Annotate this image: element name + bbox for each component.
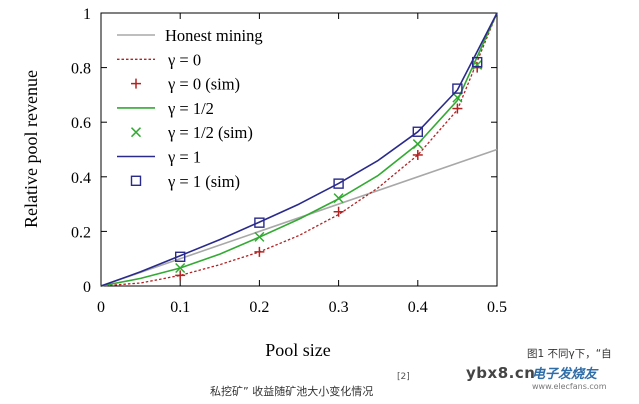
x-tick-label: 0.3: [329, 299, 349, 316]
legend-marker-6: [130, 175, 142, 187]
series-6-point: [452, 83, 463, 94]
series-4-point: [333, 193, 344, 204]
legend-label-1: γ = 0: [167, 50, 201, 69]
series-2-point: [333, 206, 344, 217]
series-6-point: [254, 217, 265, 228]
series-2-point: [175, 270, 186, 281]
legend-label-6: γ = 1 (sim): [167, 172, 240, 191]
watermark: ybx8.cn 电子发烧友 www.elecfans.com: [466, 360, 636, 400]
legend-label-4: γ = 1/2 (sim): [167, 123, 253, 142]
series-layer: [100, 12, 498, 287]
series-4-point: [412, 139, 423, 150]
series-6-point: [174, 251, 186, 262]
legend: Honest mining γ = 0 γ = 0 (sim) γ = 1/2 γ = …: [117, 26, 263, 191]
series-4-point: [254, 231, 265, 242]
series-line-5: [100, 12, 498, 287]
series-2-point: [452, 103, 463, 114]
series-4-point: [175, 262, 186, 274]
series-2-point: [412, 149, 423, 160]
series-2-point: [254, 246, 265, 257]
series-6-point: [333, 178, 344, 189]
y-axis-label: Relative pool revenue: [21, 70, 41, 228]
x-tick-label: 0.2: [249, 299, 269, 316]
plot-frame: [100, 12, 498, 287]
y-tick-label: 0.4: [71, 170, 91, 187]
figure-caption: 私挖矿” 收益随矿池大小变化情况: [210, 385, 374, 398]
watermark-cn: 电子发烧友: [532, 367, 598, 382]
side-note: 图1 不同γ下，“自: [527, 348, 612, 360]
series-6-point: [412, 126, 423, 137]
series-line-3: [100, 12, 498, 287]
series-4-point: [452, 92, 463, 103]
legend-label-3: γ = 1/2: [167, 99, 214, 118]
legend-label-5: γ = 1: [167, 148, 201, 167]
legend-marker-4: [130, 127, 142, 138]
legend-label-2: γ = 0 (sim): [167, 75, 240, 94]
y-tick-label: 0.8: [71, 61, 91, 78]
x-tick-label: 0.4: [408, 299, 428, 316]
watermark-url: www.elecfans.com: [532, 382, 607, 391]
x-tick-label: 0.5: [487, 299, 507, 316]
series-6-point: [472, 56, 483, 68]
y-tick-label: 0.2: [71, 224, 91, 241]
x-tick-label: 0.1: [170, 299, 190, 316]
series-4-point: [472, 59, 483, 70]
x-axis-label: Pool size: [265, 340, 331, 360]
y-tick-label: 1: [83, 6, 91, 23]
y-tick-label: 0.6: [71, 115, 91, 132]
caption-reference: [2]: [397, 372, 410, 382]
x-tick-label: 0: [97, 299, 105, 316]
legend-label-0: Honest mining: [165, 26, 263, 45]
legend-marker-2: [131, 78, 141, 89]
y-tick-label: 0: [83, 279, 91, 296]
series-line-1: [100, 12, 498, 287]
watermark-main: ybx8.cn: [466, 364, 536, 382]
series-line-0: [100, 148, 498, 287]
axes-layer: 0 0.1 0.2 0.3 0.4 0.5 0 0.2 0.4 0.6 0.8 1: [71, 6, 507, 316]
